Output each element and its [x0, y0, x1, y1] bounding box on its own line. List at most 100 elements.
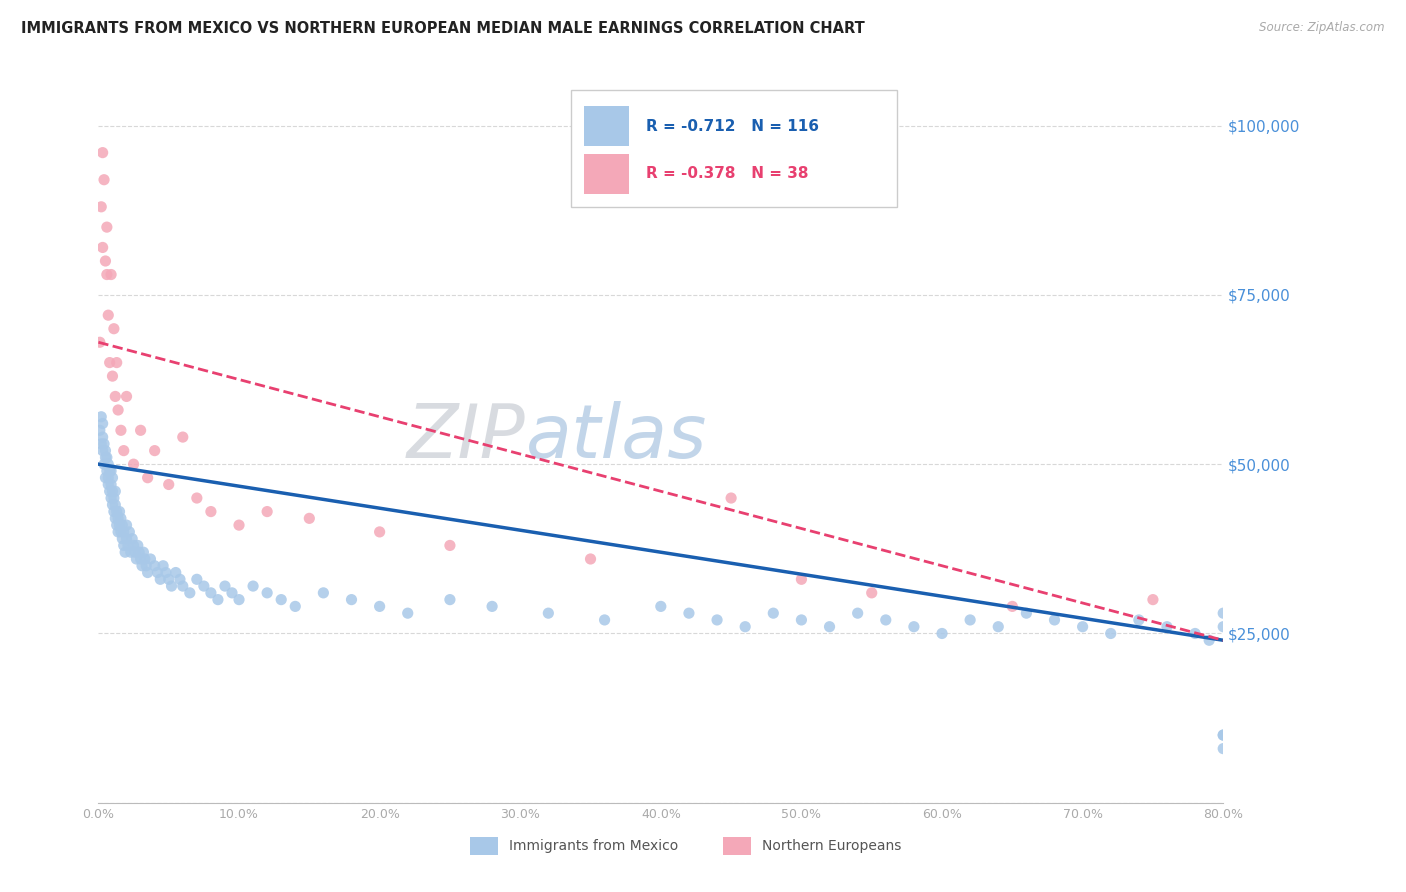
Point — [152, 558, 174, 573]
Point — [90, 200, 112, 214]
Point — [120, 545, 142, 559]
Text: IMMIGRANTS FROM MEXICO VS NORTHERN EUROPEAN MEDIAN MALE EARNINGS CORRELATION CHA: IMMIGRANTS FROM MEXICO VS NORTHERN EUROP… — [21, 21, 865, 36]
Point — [1212, 620, 1234, 634]
Point — [136, 471, 159, 485]
Point — [111, 518, 134, 533]
Point — [270, 592, 292, 607]
Text: R = -0.712   N = 116: R = -0.712 N = 116 — [647, 119, 820, 134]
Point — [122, 538, 145, 552]
Point — [200, 586, 222, 600]
Point — [1212, 741, 1234, 756]
Point — [207, 592, 229, 607]
Point — [94, 450, 117, 465]
Point — [228, 518, 250, 533]
Point — [312, 586, 335, 600]
Point — [193, 579, 215, 593]
Point — [91, 240, 114, 254]
Point — [214, 579, 236, 593]
Point — [104, 389, 127, 403]
Point — [96, 464, 118, 478]
Point — [105, 518, 128, 533]
Point — [122, 457, 145, 471]
Point — [160, 579, 183, 593]
Point — [340, 592, 363, 607]
Point — [228, 592, 250, 607]
Point — [100, 477, 122, 491]
Point — [439, 538, 461, 552]
Point — [1198, 633, 1220, 648]
Point — [101, 484, 124, 499]
FancyBboxPatch shape — [470, 838, 498, 855]
Point — [200, 505, 222, 519]
Point — [101, 498, 124, 512]
Point — [101, 369, 124, 384]
Point — [112, 538, 135, 552]
Point — [96, 220, 118, 235]
Point — [146, 566, 169, 580]
Text: R = -0.378   N = 38: R = -0.378 N = 38 — [647, 166, 808, 181]
Point — [128, 545, 150, 559]
FancyBboxPatch shape — [585, 106, 630, 146]
Point — [93, 437, 115, 451]
Point — [104, 484, 127, 499]
Point — [103, 491, 125, 505]
Point — [98, 464, 121, 478]
Point — [107, 524, 129, 539]
Point — [860, 586, 883, 600]
Point — [284, 599, 307, 614]
Point — [131, 558, 153, 573]
Text: ZIP: ZIP — [408, 401, 526, 473]
Point — [221, 586, 243, 600]
Point — [678, 606, 700, 620]
Point — [112, 443, 135, 458]
Point — [100, 464, 122, 478]
Point — [115, 518, 138, 533]
Point — [135, 558, 157, 573]
Point — [903, 620, 925, 634]
Point — [720, 491, 742, 505]
Point — [129, 423, 152, 437]
Point — [165, 566, 187, 580]
Point — [97, 308, 120, 322]
Point — [91, 430, 114, 444]
Point — [396, 606, 419, 620]
Point — [104, 511, 127, 525]
Point — [91, 417, 114, 431]
Point — [89, 335, 111, 350]
Point — [439, 592, 461, 607]
Point — [143, 443, 166, 458]
Point — [481, 599, 503, 614]
Text: atlas: atlas — [526, 401, 707, 473]
Point — [256, 505, 278, 519]
Point — [1001, 599, 1024, 614]
Point — [110, 423, 132, 437]
Point — [110, 524, 132, 539]
Point — [121, 532, 143, 546]
Point — [97, 477, 120, 491]
Point — [96, 450, 118, 465]
Point — [157, 477, 180, 491]
Point — [110, 511, 132, 525]
Point — [97, 471, 120, 485]
Point — [129, 552, 152, 566]
Point — [112, 524, 135, 539]
Point — [931, 626, 953, 640]
Point — [593, 613, 616, 627]
Point — [706, 613, 728, 627]
Point — [93, 172, 115, 186]
Point — [105, 355, 128, 369]
Point — [100, 491, 122, 505]
Point — [136, 566, 159, 580]
Point — [256, 586, 278, 600]
Point — [368, 524, 391, 539]
Point — [1184, 626, 1206, 640]
Point — [650, 599, 672, 614]
Point — [298, 511, 321, 525]
Point — [762, 606, 785, 620]
Point — [108, 518, 131, 533]
Point — [104, 498, 127, 512]
Point — [579, 552, 602, 566]
Point — [98, 484, 121, 499]
Point — [179, 586, 201, 600]
Point — [790, 572, 813, 586]
